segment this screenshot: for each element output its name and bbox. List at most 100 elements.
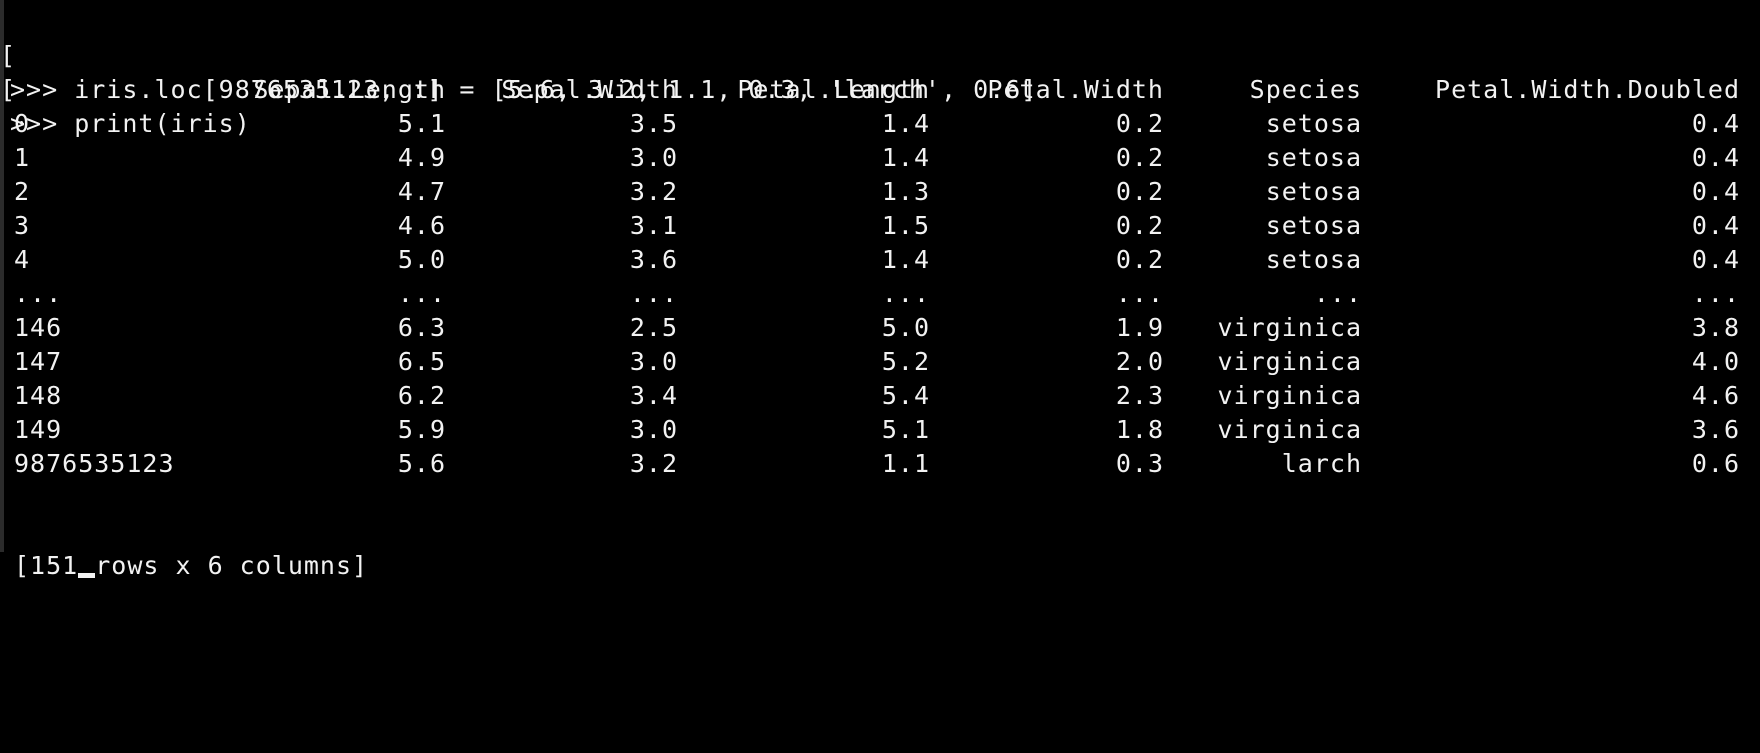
column-header-species: Species [1249, 75, 1362, 104]
table-cell: 2.0 [1115, 347, 1164, 376]
table-cell: 1.3 [881, 177, 930, 206]
table-cell: 5.4 [881, 381, 930, 410]
summary-suffix: rows x 6 columns] [95, 551, 369, 580]
row-index: 9876535123 [14, 449, 175, 478]
row-index: 148 [14, 381, 63, 410]
table-cell: virginica [1217, 347, 1362, 376]
table-row: 147 6.5 3.0 5.2 2.0 virginica 4.0 [0, 345, 1760, 379]
column-header-petal-width: Petal.Width [987, 75, 1164, 104]
table-cell: 0.4 [1691, 211, 1740, 240]
table-cell: 3.2 [629, 449, 678, 478]
table-cell: 4.9 [397, 143, 446, 172]
row-index: 147 [14, 347, 63, 376]
table-cell: 6.3 [397, 313, 446, 342]
table-row: 2 4.7 3.2 1.3 0.2 setosa 0.4 [0, 175, 1760, 209]
row-index: 1 [14, 143, 31, 172]
table-cell: 3.0 [629, 143, 678, 172]
table-cell: 5.1 [397, 109, 446, 138]
row-index: 3 [14, 211, 31, 240]
table-cell: 5.2 [881, 347, 930, 376]
command-line-2: [ >>> print(iris) [0, 39, 1760, 138]
table-row: 148 6.2 3.4 5.4 2.3 virginica 4.6 [0, 379, 1760, 413]
blank-line [0, 481, 1760, 515]
table-cell: 0.2 [1115, 109, 1164, 138]
column-header-petal-width-doubled: Petal.Width.Doubled [1435, 75, 1740, 104]
table-cell: setosa [1265, 177, 1362, 206]
table-cell: ... [629, 279, 678, 308]
table-cell: setosa [1265, 211, 1362, 240]
table-cell: virginica [1217, 313, 1362, 342]
table-cell: 2.5 [629, 313, 678, 342]
summary-text: [151 rows x 6 columns] [14, 549, 368, 583]
table-row: 3 4.6 3.1 1.5 0.2 setosa 0.4 [0, 209, 1760, 243]
table-cell: 0.6 [1691, 449, 1740, 478]
table-cell: 0.4 [1691, 109, 1740, 138]
table-cell: 5.6 [397, 449, 446, 478]
table-cell: 4.6 [397, 211, 446, 240]
table-cell: 6.2 [397, 381, 446, 410]
table-cell: 1.9 [1115, 313, 1164, 342]
column-header-sepal-width: Sepal.Width [501, 75, 678, 104]
table-cell: 5.1 [881, 415, 930, 444]
row-index: 2 [14, 177, 31, 206]
table-cell: 0.4 [1691, 143, 1740, 172]
table-cell: 1.8 [1115, 415, 1164, 444]
window-left-edge [0, 0, 4, 552]
table-row: 9876535123 5.6 3.2 1.1 0.3 larch 0.6 [0, 447, 1760, 481]
table-cell: ... [397, 279, 446, 308]
row-index: 146 [14, 313, 63, 342]
table-cell: 3.0 [629, 415, 678, 444]
table-cell: 5.9 [397, 415, 446, 444]
table-cell: 3.8 [1691, 313, 1740, 342]
table-cell: 6.5 [397, 347, 446, 376]
table-cell: ... [881, 279, 930, 308]
table-cell: 4.0 [1691, 347, 1740, 376]
table-row: 0 5.1 3.5 1.4 0.2 setosa 0.4 [0, 107, 1760, 141]
table-cell: 3.2 [629, 177, 678, 206]
table-cell: 0.2 [1115, 211, 1164, 240]
table-cell: 1.4 [881, 245, 930, 274]
table-summary: [151 rows x 6 columns] [0, 515, 1760, 580]
row-index: ... [14, 279, 63, 308]
row-index: 149 [14, 415, 63, 444]
table-ellipsis-row: ... ... ... ... ... ... ... [0, 277, 1760, 311]
table-row: 4 5.0 3.6 1.4 0.2 setosa 0.4 [0, 243, 1760, 277]
row-index: 4 [14, 245, 31, 274]
command-text: >>> print(iris) [10, 109, 251, 138]
table-cell: setosa [1265, 109, 1362, 138]
table-cell: 5.0 [397, 245, 446, 274]
table-cell: 5.0 [881, 313, 930, 342]
row-index: 0 [14, 109, 31, 138]
terminal-window[interactable]: [ >>> iris.loc[9876535123, :] = [5.6, 3.… [0, 0, 1760, 580]
text-cursor [78, 573, 96, 578]
table-row: 146 6.3 2.5 5.0 1.9 virginica 3.8 [0, 311, 1760, 345]
table-cell: 4.6 [1691, 381, 1740, 410]
table-header: Sepal.Length Sepal.Width Petal.Length Pe… [0, 73, 1760, 107]
table-cell: 0.4 [1691, 177, 1740, 206]
table-cell: virginica [1217, 415, 1362, 444]
table-cell: 0.4 [1691, 245, 1740, 274]
table-cell: 0.2 [1115, 143, 1164, 172]
table-cell: larch [1281, 449, 1362, 478]
table-cell: 1.1 [881, 449, 930, 478]
table-cell: ... [1115, 279, 1164, 308]
summary-prefix: [151 [14, 551, 79, 580]
table-cell: 3.1 [629, 211, 678, 240]
table-cell: setosa [1265, 245, 1362, 274]
table-cell: 1.4 [881, 143, 930, 172]
command-line-1: [ >>> iris.loc[9876535123, :] = [5.6, 3.… [0, 5, 1760, 104]
table-cell: 0.3 [1115, 449, 1164, 478]
table-row: 1 4.9 3.0 1.4 0.2 setosa 0.4 [0, 141, 1760, 175]
table-cell: 3.4 [629, 381, 678, 410]
column-header-sepal-length: Sepal.Length [253, 75, 446, 104]
table-cell: 3.6 [1691, 415, 1740, 444]
table-cell: 3.6 [629, 245, 678, 274]
table-cell: setosa [1265, 143, 1362, 172]
table-cell: ... [1313, 279, 1362, 308]
table-cell: 3.5 [629, 109, 678, 138]
table-cell: 1.4 [881, 109, 930, 138]
table-cell: 3.0 [629, 347, 678, 376]
table-cell: virginica [1217, 381, 1362, 410]
table-cell: ... [1691, 279, 1740, 308]
column-header-petal-length: Petal.Length [737, 75, 930, 104]
